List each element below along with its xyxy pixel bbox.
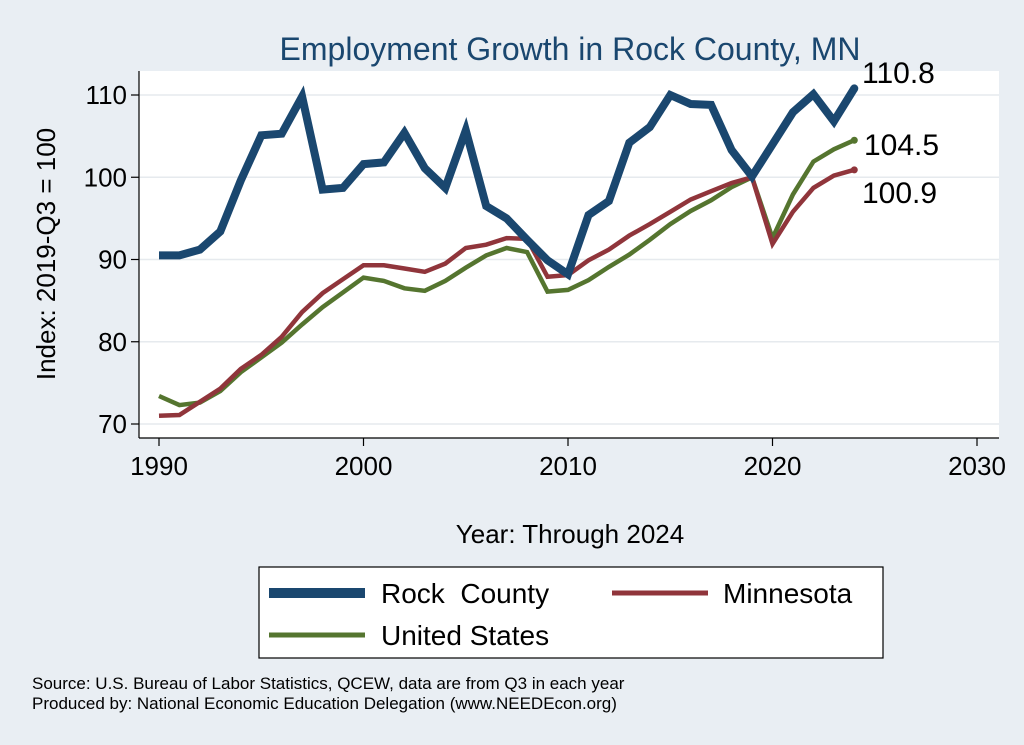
series-line-united-states	[158, 138, 856, 408]
legend-label-rock-county: Rock County	[381, 578, 549, 609]
end-label-rock-county: 110.8	[862, 57, 935, 90]
endpoint-minnesota	[850, 166, 858, 174]
series-lines	[158, 85, 858, 419]
y-tick-label-90: 90	[98, 245, 127, 275]
x-axis-ticks: 1990 2000 2010 2020 2030	[130, 438, 1006, 481]
chart-title: Employment Growth in Rock County, MN	[280, 31, 861, 67]
x-tick-label-2000: 2000	[335, 451, 393, 481]
source-note: Source: U.S. Bureau of Labor Statistics,…	[32, 674, 625, 693]
plot-area	[139, 71, 999, 438]
x-tick-label-1990: 1990	[130, 451, 188, 481]
legend: Rock County Minnesota United States	[258, 566, 884, 659]
series-line-rock-county	[159, 85, 858, 281]
series-line-minnesota	[158, 167, 855, 419]
y-axis-label: Index: 2019-Q3 = 100	[31, 128, 61, 380]
legend-label-minnesota: Minnesota	[723, 578, 853, 609]
end-label-united-states: 104.5	[864, 129, 939, 162]
end-label-minnesota: 100.9	[862, 177, 937, 210]
x-tick-label-2010: 2010	[539, 451, 597, 481]
series-endpoints	[850, 84, 859, 174]
y-tick-label-110: 110	[86, 80, 127, 110]
y-axis-ticks: 70 80 90 100 110	[84, 80, 139, 439]
y-tick-label-80: 80	[98, 327, 127, 357]
endpoint-united-states	[850, 136, 858, 144]
x-tick-label-2030: 2030	[948, 451, 1006, 481]
x-axis-label: Year: Through 2024	[456, 519, 684, 549]
legend-box	[258, 566, 884, 659]
x-tick-label-2020: 2020	[744, 451, 802, 481]
legend-label-united-states: United States	[381, 620, 549, 651]
producer-note: Produced by: National Economic Education…	[32, 694, 617, 713]
endpoint-rock-county	[850, 84, 859, 93]
y-tick-label-70: 70	[98, 409, 127, 439]
y-tick-label-100: 100	[84, 162, 127, 192]
